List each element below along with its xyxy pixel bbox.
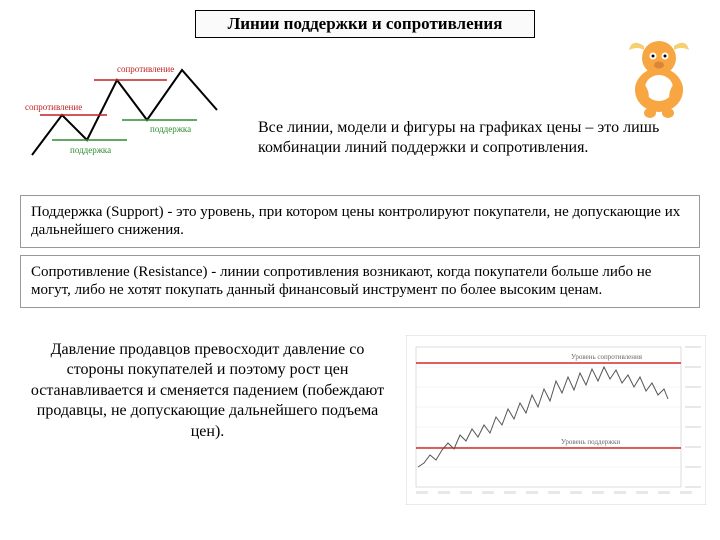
svg-text:Уровень сопротивления: Уровень сопротивления: [571, 353, 643, 361]
mini-zigzag-chart: сопротивление сопротивление поддержка подде…: [22, 55, 237, 170]
mascot-image: [617, 30, 702, 120]
definition-resistance: Сопротивление (Resistance) - линии сопро…: [20, 255, 700, 308]
final-paragraph: Давление продавцов превосходит давление …: [25, 340, 390, 442]
intro-text: Все линии, модели и фигуры на графиках ц…: [258, 118, 688, 158]
svg-text:сопротивление: сопротивление: [25, 102, 82, 112]
svg-text:поддержка: поддержка: [150, 124, 191, 134]
definition-support: Поддержка (Support) - это уровень, при к…: [20, 195, 700, 248]
page-title: Линии поддержки и сопротивления: [195, 10, 535, 38]
svg-text:Уровень поддержки: Уровень поддержки: [561, 438, 620, 446]
svg-text:сопротивление: сопротивление: [117, 64, 174, 74]
svg-text:поддержка: поддержка: [70, 145, 111, 155]
price-chart: Уровень сопротивления Уровень поддержки: [406, 335, 706, 505]
